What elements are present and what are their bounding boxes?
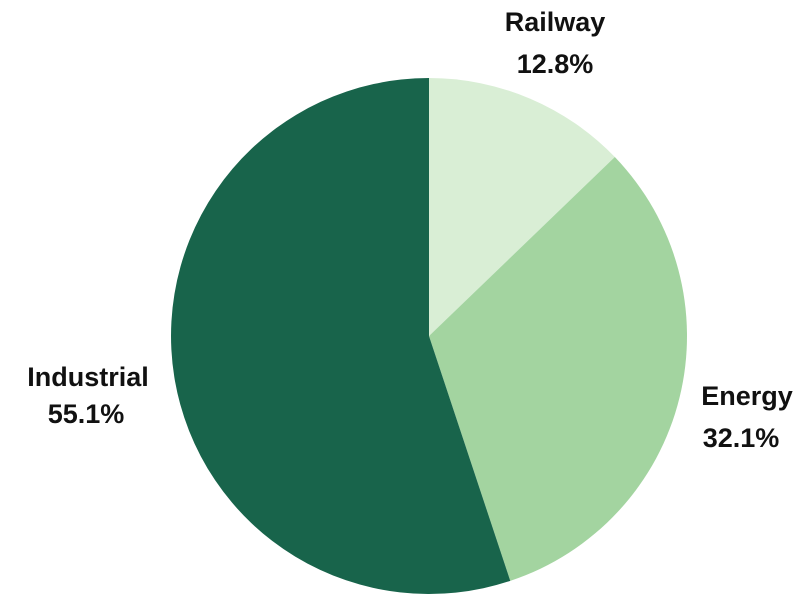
pie-slice-energy (429, 157, 688, 581)
slice-value-railway: 12.8% (517, 49, 594, 79)
slice-value-energy: 32.1% (703, 423, 780, 453)
slices-layer (171, 78, 688, 594)
slice-label-industrial: Industrial (27, 362, 149, 392)
slice-label-railway: Railway (505, 7, 606, 37)
slice-label-energy: Energy (701, 381, 793, 411)
pie-slice-railway (429, 78, 615, 336)
pie-slice-industrial (171, 78, 511, 594)
slice-value-industrial: 55.1% (48, 399, 125, 429)
